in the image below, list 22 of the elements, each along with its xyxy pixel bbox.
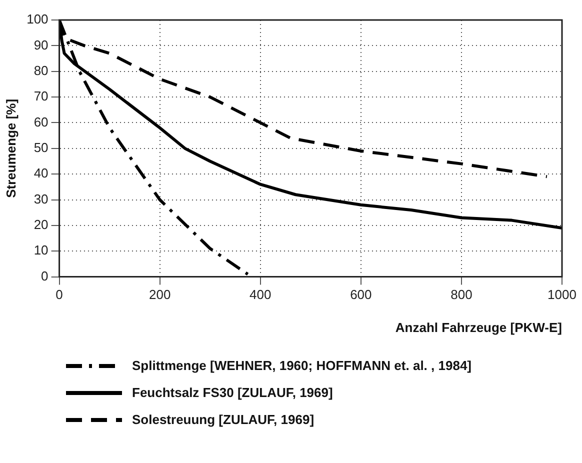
y-tick-label: 10 xyxy=(34,242,48,258)
y-axis-title: Streumenge [%] xyxy=(3,98,18,198)
x-tick-label: 800 xyxy=(450,287,472,302)
x-axis-title: Anzahl Fahrzeuge [PKW-E] xyxy=(395,320,562,335)
y-tick-label: 90 xyxy=(34,37,48,52)
legend-label: Splittmenge [WEHNER, 1960; HOFFMANN et. al. , 1984] xyxy=(132,358,472,373)
y-tick-label: 100 xyxy=(26,12,48,27)
y-tick-label: 20 xyxy=(34,217,48,232)
y-tick-label: 70 xyxy=(34,88,48,104)
y-tick-label: 80 xyxy=(34,62,48,78)
y-tick-label: 40 xyxy=(34,166,48,181)
x-tick-label: 0 xyxy=(56,287,63,302)
x-tick-label: 600 xyxy=(350,287,372,302)
x-tick-label: 400 xyxy=(250,287,272,302)
y-tick-label: 30 xyxy=(34,191,48,206)
legend-label: Solestreuung [ZULAUF, 1969] xyxy=(132,412,314,427)
x-tick-label: 1000 xyxy=(548,287,576,302)
x-tick-label: 200 xyxy=(148,287,171,302)
y-tick-label: 60 xyxy=(34,114,48,130)
y-tick-label: 0 xyxy=(41,268,48,284)
legend-label: Feuchtsalz FS30 [ZULAUF, 1969] xyxy=(132,385,333,400)
y-tick-label: 50 xyxy=(34,140,48,155)
